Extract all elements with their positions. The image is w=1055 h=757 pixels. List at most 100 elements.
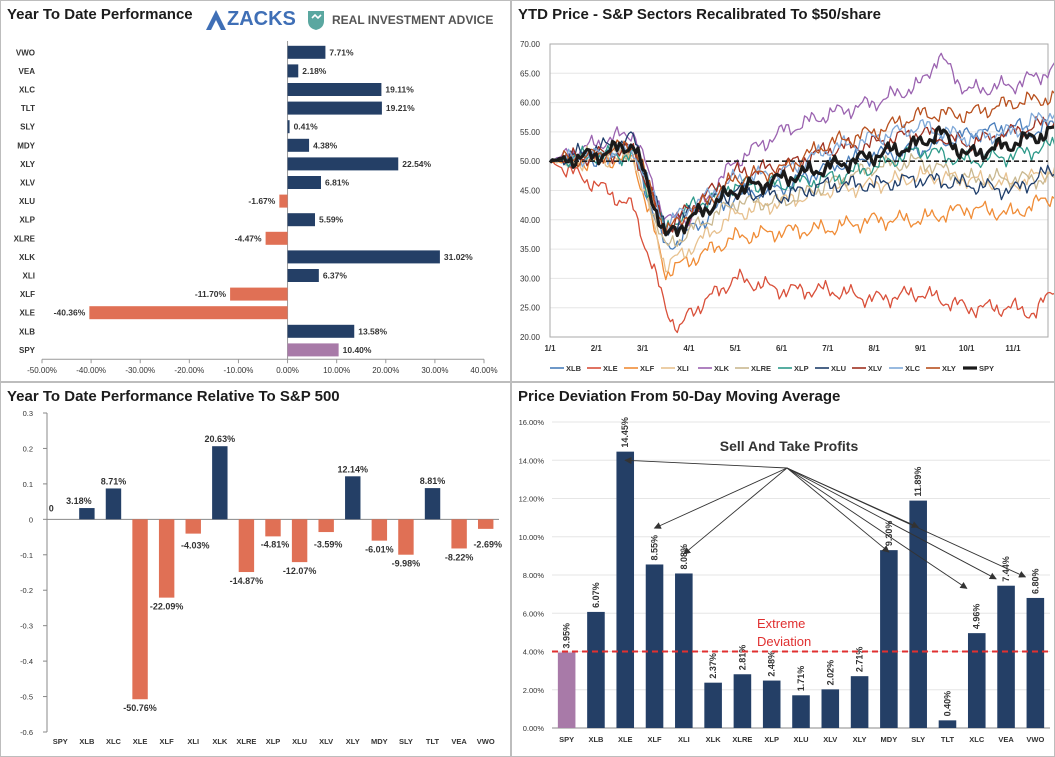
bar-xlc [287, 83, 382, 96]
data-label-xle: -40.36% [54, 308, 86, 318]
category-label-xlb: XLB [79, 737, 95, 746]
category-label-xlf: XLF [160, 737, 175, 746]
y-tick-label: 0.2 [23, 444, 33, 453]
category-label-vwo: VWO [477, 737, 495, 746]
x-tick-label: -50.00% [27, 366, 57, 375]
data-label-xli: 6.37% [323, 271, 348, 281]
bar-xle [616, 451, 635, 728]
y-tick-label: 0.3 [23, 409, 33, 418]
bar-sly [287, 120, 290, 134]
sell-annotation: Sell And Take Profits [720, 438, 859, 454]
series-line-xly [549, 90, 1054, 235]
y-tick-label: 25.00 [520, 304, 541, 313]
relative-performance-panel: Year To Date Performance Relative To S&P… [0, 382, 511, 757]
category-label-xle: XLE [618, 735, 633, 744]
bar-xlp [265, 519, 281, 537]
category-label-spy: SPY [19, 346, 36, 355]
data-label-vea: 2.18% [302, 66, 327, 76]
category-label-xlc: XLC [106, 737, 122, 746]
x-tick-label: 3/1 [637, 344, 649, 353]
x-tick-label: 30.00% [421, 366, 448, 375]
bar-tlt [287, 101, 382, 115]
category-label-vwo: VWO [16, 48, 35, 57]
extreme-annotation-line2: Deviation [757, 634, 811, 649]
category-label-xle: XLE [19, 309, 35, 318]
data-label-xlf: 8.55% [650, 535, 660, 561]
x-tick-label: 8/1 [869, 344, 881, 353]
category-label-sly: SLY [911, 735, 925, 744]
y-tick-label: 45.00 [520, 187, 541, 196]
y-tick-label: -0.2 [20, 586, 33, 595]
ytd-performance-title: Year To Date Performance [7, 6, 193, 23]
y-tick-label: 55.00 [520, 128, 541, 137]
category-label-xle: XLE [133, 737, 148, 746]
data-label-xlre: -14.87% [230, 576, 264, 586]
series-line-xle [549, 159, 1054, 334]
data-label-spy: 0 [49, 503, 54, 513]
y-tick-label: 0.00% [523, 724, 545, 733]
category-label-xlf: XLF [20, 290, 35, 299]
category-label-xlv: XLV [319, 737, 333, 746]
data-label-vwo: -2.69% [473, 539, 502, 549]
bar-xle [89, 306, 288, 320]
category-label-xlre: XLRE [236, 737, 256, 746]
x-tick-label: 9/1 [915, 344, 927, 353]
bar-xli [287, 269, 319, 282]
bar-xly [850, 676, 869, 728]
legend-label-xlv: XLV [868, 364, 882, 373]
category-label-xli: XLI [23, 272, 35, 281]
x-tick-label: 10/1 [959, 344, 975, 353]
bar-xlv [318, 519, 334, 533]
annotation-arrow-xlf [653, 467, 788, 529]
deviation-bar-chart: 0.00% 2.00% 4.00% 6.00% 8.00% 10.00% 12.00% 14.… [519, 417, 1050, 744]
bar-xlb [587, 611, 605, 728]
bar-vea [451, 519, 467, 549]
category-label-xli: XLI [187, 737, 199, 746]
x-tick-label: 10.00% [323, 366, 350, 375]
bar-xlk [212, 446, 228, 520]
category-label-xlv: XLV [20, 179, 36, 188]
bar-xli [185, 519, 201, 534]
bar-spy [557, 652, 576, 728]
data-label-xli: -4.03% [181, 540, 210, 550]
deviation-panel: Price Deviation From 50-Day Moving Avera… [511, 382, 1055, 757]
data-label-xle: -50.76% [123, 703, 157, 713]
bar-sly [398, 519, 414, 555]
data-label-vea: 7.44% [1001, 556, 1011, 582]
category-label-sly: SLY [399, 737, 413, 746]
y-tick-label: 60.00 [520, 99, 541, 108]
bar-xlb [287, 324, 355, 338]
category-label-xlre: XLRE [14, 234, 36, 243]
series-line-xlu [549, 131, 1054, 236]
y-tick-label: 0 [29, 515, 33, 524]
zacks-logo-text: ZACKS [227, 8, 296, 30]
data-label-sly: 0.41% [294, 122, 319, 132]
series-line-xlk [549, 52, 1054, 227]
category-label-xlb: XLB [19, 327, 35, 336]
data-label-xlb: 13.58% [358, 326, 387, 336]
legend-label-xlf: XLF [640, 364, 655, 373]
bar-vea [287, 64, 299, 78]
category-label-xlc: XLC [19, 86, 35, 95]
data-label-mdy: 9.30% [884, 521, 894, 547]
bar-xlk [287, 250, 440, 264]
data-label-mdy: -6.01% [365, 545, 394, 555]
bar-xlre [733, 674, 752, 728]
y-tick-label: 35.00 [520, 245, 541, 254]
legend-label-xlu: XLU [831, 364, 846, 373]
legend-label-xlc: XLC [905, 364, 921, 373]
data-label-xlc: 8.71% [101, 476, 127, 486]
zacks-logo: ZACKS [204, 7, 299, 33]
category-label-xly: XLY [20, 160, 35, 169]
y-tick-label: -0.1 [20, 551, 33, 560]
category-label-sly: SLY [20, 123, 35, 132]
x-tick-label: 11/1 [1005, 344, 1021, 353]
y-tick-label: 50.00 [520, 157, 541, 166]
bar-vwo [1026, 597, 1045, 728]
category-label-vea: VEA [998, 735, 1014, 744]
ria-shield-icon [308, 11, 324, 30]
legend-label-xlb: XLB [566, 364, 582, 373]
data-label-xlb: 6.07% [591, 582, 601, 608]
zacks-logo-mark-icon [206, 10, 226, 30]
bar-xlf [230, 287, 288, 301]
